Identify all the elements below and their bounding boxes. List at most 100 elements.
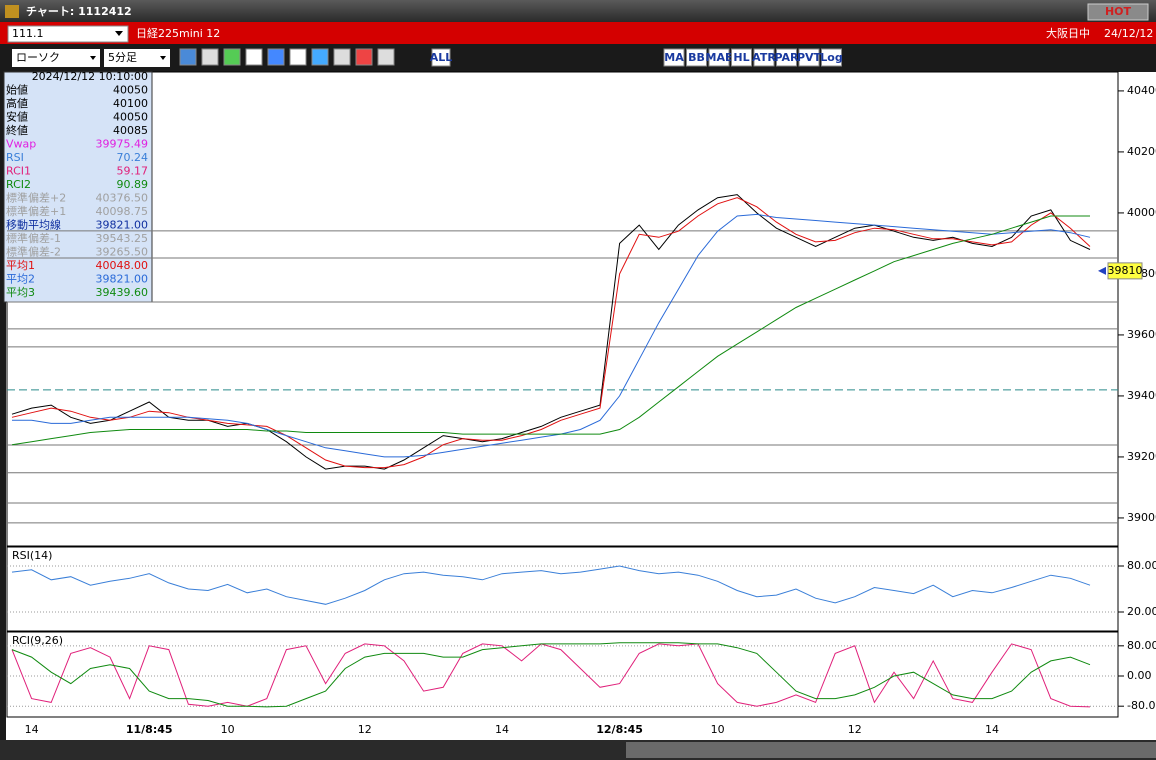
tool-button-label[interactable]: BB [688,51,705,64]
y-tick-label: 80.00 [1127,639,1156,652]
tool-button-label[interactable]: PVT [797,51,822,64]
tool-button[interactable] [431,48,451,67]
tool-icon[interactable] [245,48,263,66]
y-tick-label: 39000 [1127,511,1156,524]
y-tick-label: 20.00 [1127,605,1156,618]
tool-button[interactable] [753,48,775,67]
info-label: 平均1 [6,259,35,272]
interval-select[interactable] [104,49,170,67]
info-label: 高値 [6,96,28,110]
info-value: 40376.50 [96,192,149,205]
x-tick-label: 12/8:45 [596,723,643,736]
tool-icon[interactable] [289,48,307,66]
info-value: 40100 [113,97,148,110]
tool-icon[interactable] [311,48,329,66]
tool-icon[interactable] [179,48,197,66]
tool-button[interactable] [708,48,730,67]
x-tick-label: 14 [25,723,39,736]
info-label: 標準偏差-1 [6,231,61,245]
tool-button-label[interactable]: MAE [706,51,733,64]
tool-icon[interactable] [355,48,373,66]
chart-type-text[interactable]: ローソク [16,51,60,64]
app-icon [5,5,19,18]
tool-button-label[interactable]: MA [664,51,684,64]
series-line [11,194,1091,470]
info-value: 39265.50 [96,246,149,259]
scroll-thumb[interactable] [626,742,1156,758]
info-value: 40048.00 [96,259,149,272]
info-label: 平均2 [6,273,35,286]
rci-panel [6,631,1119,718]
y-tick-label: 40400 [1127,84,1156,97]
dropdown-arrow[interactable] [160,56,166,60]
tool-button[interactable] [663,48,685,67]
info-box: 2024/12/12 10:10:00 始値 40050 高値 40100 安値 4005… [3,70,153,303]
info-datetime: 2024/12/12 10:10:00 [32,70,148,83]
series-line [11,215,1090,446]
y-tick-label: 0.00 [1127,669,1152,682]
panel-title: RCI(9,26) [12,634,63,647]
y-tick-label: 39200 [1127,450,1156,463]
chart-type-select[interactable] [12,49,100,67]
hot-label[interactable]: HOT [1105,5,1132,18]
left-border [0,72,6,740]
price-panel [6,71,1119,547]
interval-text[interactable]: 5分足 [108,51,137,64]
hot-button[interactable] [1087,3,1149,21]
tool-icon[interactable] [223,48,241,66]
x-tick-label: 10 [711,723,725,736]
tool-button[interactable] [798,48,820,67]
code-input[interactable] [7,25,129,43]
toolbar [0,44,1156,72]
info-value: 70.24 [117,151,149,164]
window-title: チャート: 1112412 [26,5,132,18]
dropdown-arrow[interactable] [90,56,96,60]
chart-area [0,72,1156,740]
series-line [11,642,1091,708]
tool-button[interactable] [731,48,752,67]
x-tick-label: 11/8:45 [126,723,173,736]
tool-button-label[interactable]: HL [733,51,749,64]
tool-button-label[interactable]: ATR [752,51,776,64]
info-value: 59.17 [117,165,149,178]
info-value: 39439.60 [96,286,149,299]
info-value: 40085 [113,124,148,137]
tool-button-label[interactable]: Log [820,51,842,64]
tool-button-label[interactable]: PAR [774,51,799,64]
x-tick-label: 12 [848,723,862,736]
info-value: 39975.49 [96,138,149,151]
tool-button[interactable] [686,48,707,67]
tool-icon[interactable] [333,48,351,66]
x-tick-label: 14 [985,723,999,736]
dropdown-arrow[interactable] [115,31,123,36]
code-text[interactable]: 111.1 [12,27,44,40]
info-label: 安値 [6,110,28,124]
info-value: 90.89 [117,178,149,191]
panel-title: RSI(14) [12,549,52,562]
tool-icon[interactable] [377,48,395,66]
tool-button[interactable] [821,48,842,67]
series-line [11,643,1091,708]
tool-button-label[interactable]: ALL [430,51,453,64]
header-date: 24/12/12 [1104,27,1153,40]
tool-icon[interactable] [201,48,219,66]
info-label: Vwap [6,138,36,151]
y-tick-label: 39400 [1127,389,1156,402]
y-tick-label: 80.00 [1127,559,1156,572]
x-tick-label: 14 [495,723,509,736]
y-tick-label: 40000 [1127,206,1156,219]
info-label: 移動平均線 [6,218,61,232]
tool-icon[interactable] [267,48,285,66]
tool-button[interactable] [776,48,797,67]
info-value: 39543.25 [96,232,149,245]
y-tick-label: 40200 [1127,145,1156,158]
info-value: 39821.00 [96,219,149,232]
rsi-panel [6,546,1119,632]
last-price-arrow [1098,266,1106,275]
info-value: 40050 [113,84,148,97]
info-label: 標準偏差-2 [6,245,61,259]
x-tick-label: 12 [358,723,372,736]
info-label: 終値 [6,123,28,137]
info-label: 平均3 [6,286,35,299]
